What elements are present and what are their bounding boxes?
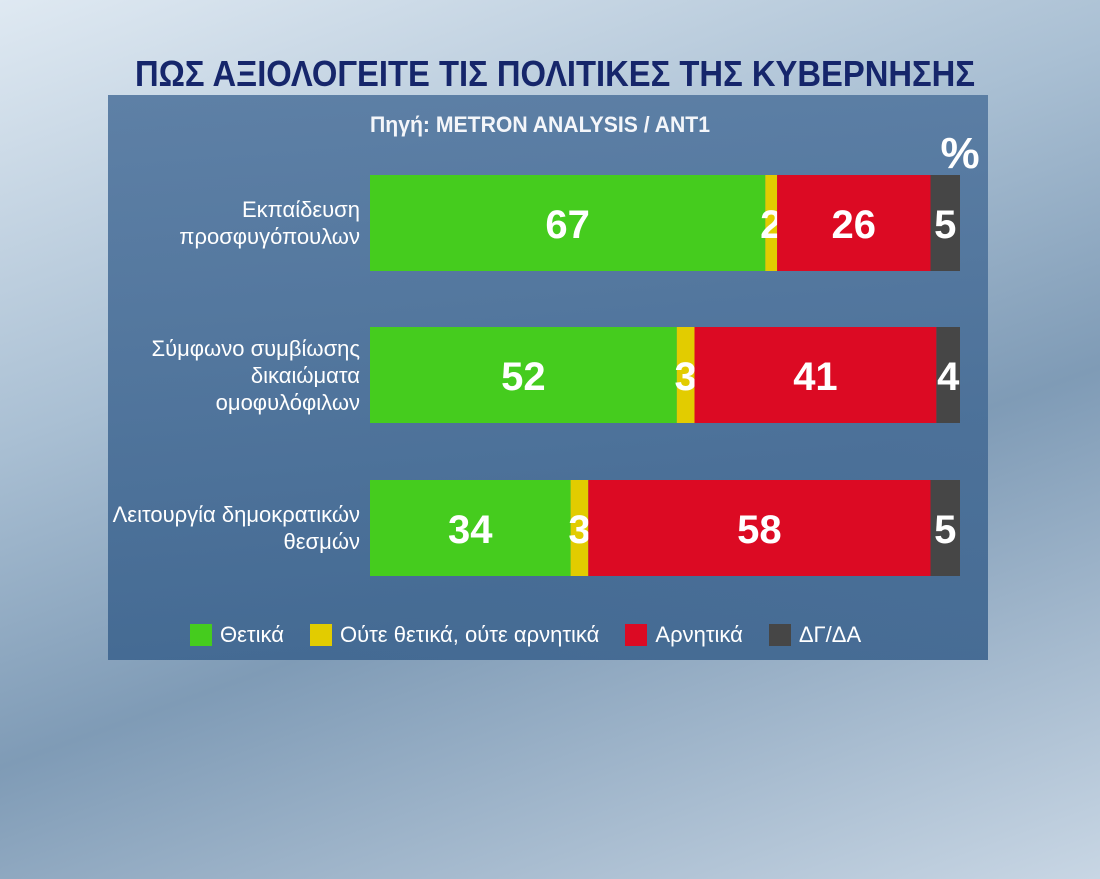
value-label: 34 xyxy=(448,508,493,552)
value-label: 58 xyxy=(737,508,782,552)
bar-segment xyxy=(936,327,960,423)
legend-swatch xyxy=(190,624,212,646)
value-label: 2 xyxy=(760,203,782,247)
value-label: 67 xyxy=(545,203,590,247)
bar-segment xyxy=(370,480,571,576)
legend-item: Αρνητικά xyxy=(625,622,743,648)
bar-segment xyxy=(777,175,931,271)
chart-title: ΠΩΣ ΑΞΙΟΛΟΓΕΙΤΕ ΤΙΣ ΠΟΛΙΤΙΚΕΣ ΤΗΣ ΚΥΒΕΡΝ… xyxy=(135,53,975,94)
value-label: 52 xyxy=(501,355,546,399)
legend-item: Θετικά xyxy=(190,622,284,648)
legend-swatch xyxy=(768,624,791,646)
bar-segment xyxy=(570,480,589,576)
value-label: 5 xyxy=(934,203,956,247)
bar-segment xyxy=(930,175,960,271)
legend-swatch xyxy=(625,624,648,646)
bar-segment xyxy=(930,480,960,576)
legend-label: ΔΓ/ΔΑ xyxy=(798,622,862,647)
legend-item: Ούτε θετικά, ούτε αρνητικά xyxy=(309,622,600,648)
value-label: 41 xyxy=(793,355,838,399)
legend-label: Θετικά xyxy=(220,622,284,647)
bar-segment xyxy=(676,327,695,423)
value-label: 4 xyxy=(937,355,960,399)
value-label: 3 xyxy=(568,508,590,552)
unit: % xyxy=(940,129,979,178)
legend-label: Αρνητικά xyxy=(655,622,743,647)
value-label: 3 xyxy=(675,355,697,399)
bar-segment xyxy=(694,327,937,423)
legend-label: Ούτε θετικά, ούτε αρνητικά xyxy=(339,622,600,647)
category-label: Σύμφωνο συμβίωσης δικαιώματα ομοφυλόφιλω… xyxy=(151,335,360,415)
bar-segment xyxy=(588,480,931,576)
value-label: 26 xyxy=(832,203,877,247)
category-label: Εκπαίδευση προσφυγόπουλων xyxy=(179,197,360,249)
bar-segment xyxy=(765,175,778,271)
bar-segment xyxy=(370,327,677,423)
legend-item: ΔΓ/ΔΑ xyxy=(768,622,862,648)
category-label: Λειτουργία δημοκρατικών θεσμών xyxy=(112,502,360,554)
chart-subtitle: Πηγή: METRON ANALYSIS / ANT1 xyxy=(370,112,710,137)
value-label: 5 xyxy=(934,508,956,552)
legend-swatch xyxy=(309,624,332,646)
legend: Θετικά Ούτε θετικά, ούτε αρνητικά Αρνητικά… xyxy=(190,622,861,648)
bar-segment xyxy=(370,175,766,271)
